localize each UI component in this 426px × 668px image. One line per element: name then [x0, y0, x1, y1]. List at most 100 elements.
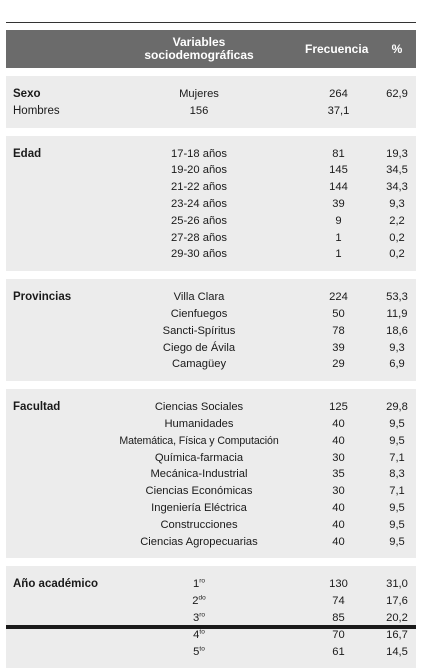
- row-label: 5to: [99, 643, 299, 668]
- row-frequency: 125: [299, 389, 378, 416]
- row-frequency: 40: [299, 432, 378, 450]
- table-row: Matemática, Física y Computación 40 9,5: [6, 432, 416, 450]
- row-label: Humanidades: [99, 415, 299, 433]
- row-label: 17-18 años: [99, 135, 299, 163]
- row-frequency: 1: [299, 246, 378, 272]
- row-label: Hombres: [6, 102, 99, 128]
- category-label: Facultad: [6, 389, 99, 416]
- row-frequency: 144: [299, 179, 378, 196]
- row-label: 1ro: [99, 566, 299, 594]
- row-label: Sancti-Spíritus: [99, 322, 299, 340]
- table-row: Cienfuegos 50 11,9: [6, 305, 416, 323]
- table-row: Construcciones 40 9,5: [6, 516, 416, 534]
- table-row: 23-24 años 39 9,3: [6, 195, 416, 213]
- header-variables: Variables sociodemográficas: [99, 30, 299, 68]
- row-percent: 17,6: [378, 593, 416, 610]
- row-percent: 9,5: [378, 499, 416, 517]
- row-label: Mujeres: [99, 76, 299, 103]
- table-row: Ciego de Ávila 39 9,3: [6, 339, 416, 357]
- row-frequency: 81: [299, 135, 378, 163]
- table-row: Camagüey 29 6,9: [6, 356, 416, 382]
- row-frequency: 61: [299, 643, 378, 668]
- row-label: Ciencias Sociales: [99, 389, 299, 416]
- row-percent: 34,5: [378, 162, 416, 180]
- row-percent: 18,6: [378, 322, 416, 340]
- row-percent: 9,3: [378, 339, 416, 357]
- row-percent: 29,8: [378, 389, 416, 416]
- table-row: Año académico 1ro 130 31,0: [6, 566, 416, 594]
- row-percent: 2,2: [378, 212, 416, 230]
- table-row: Sancti-Spíritus 78 18,6: [6, 322, 416, 340]
- row-label: 25-26 años: [99, 212, 299, 230]
- table-row: Provincias Villa Clara 224 53,3: [6, 279, 416, 306]
- group-sexo: Sexo Mujeres 264 62,9 Hombres 156 37,1: [6, 76, 416, 128]
- header-percent: %: [378, 30, 416, 68]
- table-row: Ciencias Agropecuarias 40 9,5: [6, 533, 416, 559]
- row-label: 23-24 años: [99, 195, 299, 213]
- table-row: 27-28 años 1 0,2: [6, 229, 416, 247]
- table-row: 4to 70 16,7: [6, 626, 416, 644]
- row-frequency: 40: [299, 533, 378, 559]
- row-percent: 53,3: [378, 279, 416, 306]
- row-frequency: 1: [299, 229, 378, 247]
- table-row: Ingeniería Eléctrica 40 9,5: [6, 499, 416, 517]
- table-row: 21-22 años 144 34,3: [6, 179, 416, 196]
- row-percent: 31,0: [378, 566, 416, 594]
- row-frequency: 156: [99, 102, 299, 128]
- row-frequency: 130: [299, 566, 378, 594]
- row-percent: 9,5: [378, 432, 416, 450]
- row-frequency: 9: [299, 212, 378, 230]
- row-frequency: 264: [299, 76, 378, 103]
- table-row: 25-26 años 9 2,2: [6, 212, 416, 230]
- row-frequency: 40: [299, 415, 378, 433]
- header-frecuencia: Frecuencia: [299, 30, 378, 68]
- category-label: Sexo: [6, 76, 99, 103]
- row-frequency: 39: [299, 195, 378, 213]
- group-facultad: Facultad Ciencias Sociales 125 29,8 Huma…: [6, 389, 416, 559]
- row-label: Villa Clara: [99, 279, 299, 306]
- row-frequency: 30: [299, 483, 378, 500]
- row-label: 21-22 años: [99, 179, 299, 196]
- row-label: 29-30 años: [99, 246, 299, 272]
- row-percent: 19,3: [378, 135, 416, 163]
- row-label: Construcciones: [99, 516, 299, 534]
- row-frequency: 85: [299, 609, 378, 627]
- table-row: Humanidades 40 9,5: [6, 415, 416, 433]
- row-label: Ingeniería Eléctrica: [99, 499, 299, 517]
- table-row: 5to 61 14,5: [6, 643, 416, 668]
- row-empty: [378, 102, 416, 128]
- table-row: Ciencias Económicas 30 7,1: [6, 483, 416, 500]
- row-percent: 7,1: [378, 483, 416, 500]
- row-percent: 11,9: [378, 305, 416, 323]
- row-percent: 16,7: [378, 626, 416, 644]
- row-frequency: 74: [299, 593, 378, 610]
- sociodemographic-table: Variables sociodemográficas Frecuencia %…: [6, 30, 416, 668]
- row-frequency: 78: [299, 322, 378, 340]
- group-anio-academico: Año académico 1ro 130 31,0 2do 74 17,6 3…: [6, 566, 416, 668]
- row-frequency: 40: [299, 499, 378, 517]
- row-frequency: 70: [299, 626, 378, 644]
- row-label: Ciencias Económicas: [99, 483, 299, 500]
- row-percent: 6,9: [378, 356, 416, 382]
- row-label: 4to: [99, 626, 299, 644]
- row-percent: 14,5: [378, 643, 416, 668]
- row-percent: 9,5: [378, 415, 416, 433]
- row-label: 2do: [99, 593, 299, 610]
- table-top-rule: [6, 22, 416, 23]
- row-percent: 0,2: [378, 246, 416, 272]
- table-row: 3ro 85 20,2: [6, 609, 416, 627]
- row-percent: 20,2: [378, 609, 416, 627]
- row-percent: 9,5: [378, 533, 416, 559]
- row-frequency: 35: [299, 466, 378, 484]
- row-label: Mecánica-Industrial: [99, 466, 299, 484]
- row-label: Ciencias Agropecuarias: [99, 533, 299, 559]
- row-label: Camagüey: [99, 356, 299, 382]
- row-frequency: 29: [299, 356, 378, 382]
- group-provincias: Provincias Villa Clara 224 53,3 Cienfueg…: [6, 279, 416, 382]
- row-label: Cienfuegos: [99, 305, 299, 323]
- row-frequency: 145: [299, 162, 378, 180]
- row-label: Química-farmacia: [99, 449, 299, 467]
- table-row: Facultad Ciencias Sociales 125 29,8: [6, 389, 416, 416]
- row-percent: 9,5: [378, 516, 416, 534]
- table-row: 19-20 años 145 34,5: [6, 162, 416, 180]
